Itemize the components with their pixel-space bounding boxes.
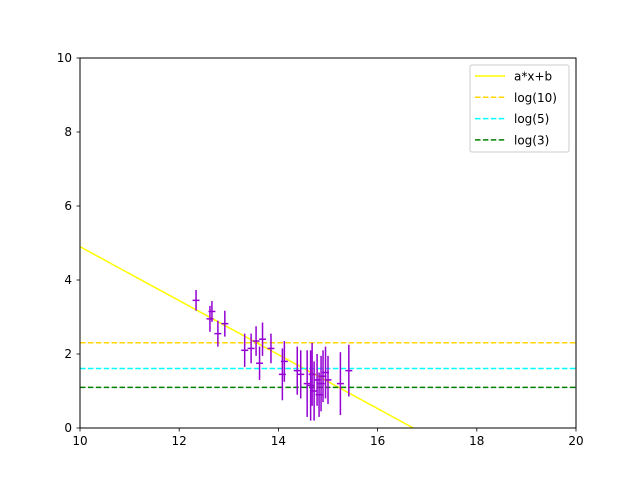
y-tick-label: 10 — [57, 51, 72, 65]
errorbar-point — [303, 350, 311, 417]
errorbar-point — [252, 326, 260, 356]
errorbar-point — [336, 352, 344, 416]
plot-frame — [79, 57, 577, 429]
errorbar-point — [280, 341, 288, 382]
errorbar-point — [192, 289, 200, 311]
errorbar-point — [208, 301, 216, 322]
legend-box — [469, 64, 570, 153]
errorbar-point — [247, 333, 255, 364]
y-tick-label: 0 — [64, 421, 72, 435]
legend-label: log(3) — [514, 133, 549, 147]
errorbar-point — [214, 320, 222, 347]
x-tick-label: 16 — [370, 434, 385, 448]
y-tick-label: 6 — [64, 199, 72, 213]
y-tick-label: 4 — [64, 273, 72, 287]
errorbar-point — [259, 322, 266, 356]
legend: a*x+b log(10) log(5) log(3) — [469, 64, 570, 153]
errorbar-point — [324, 355, 332, 404]
errorbar-layer — [192, 289, 353, 421]
errorbar-point — [256, 346, 264, 380]
x-tick-label: 20 — [568, 434, 583, 448]
legend-label: log(10) — [514, 91, 557, 105]
errorbar-point — [293, 346, 301, 395]
legend-label: log(5) — [514, 112, 549, 126]
x-tick-label: 10 — [72, 434, 87, 448]
x-tick-label: 14 — [271, 434, 286, 448]
x-tick-label: 18 — [469, 434, 484, 448]
y-tick-label: 8 — [64, 125, 72, 139]
legend-label: a*x+b — [514, 70, 552, 84]
x-axis: 10 12 14 16 18 20 — [72, 428, 584, 448]
y-axis: 0 2 4 6 8 10 — [57, 51, 80, 435]
errorbar-point — [307, 350, 315, 421]
y-tick-label: 2 — [64, 347, 72, 361]
x-tick-label: 12 — [172, 434, 187, 448]
errorbar-point — [241, 333, 249, 367]
series-line-fit-0 — [80, 246, 414, 428]
errorbar-point — [345, 344, 353, 397]
errorbar-point — [221, 310, 229, 337]
errorbar-point — [267, 333, 275, 364]
errorbar-point — [297, 350, 305, 399]
